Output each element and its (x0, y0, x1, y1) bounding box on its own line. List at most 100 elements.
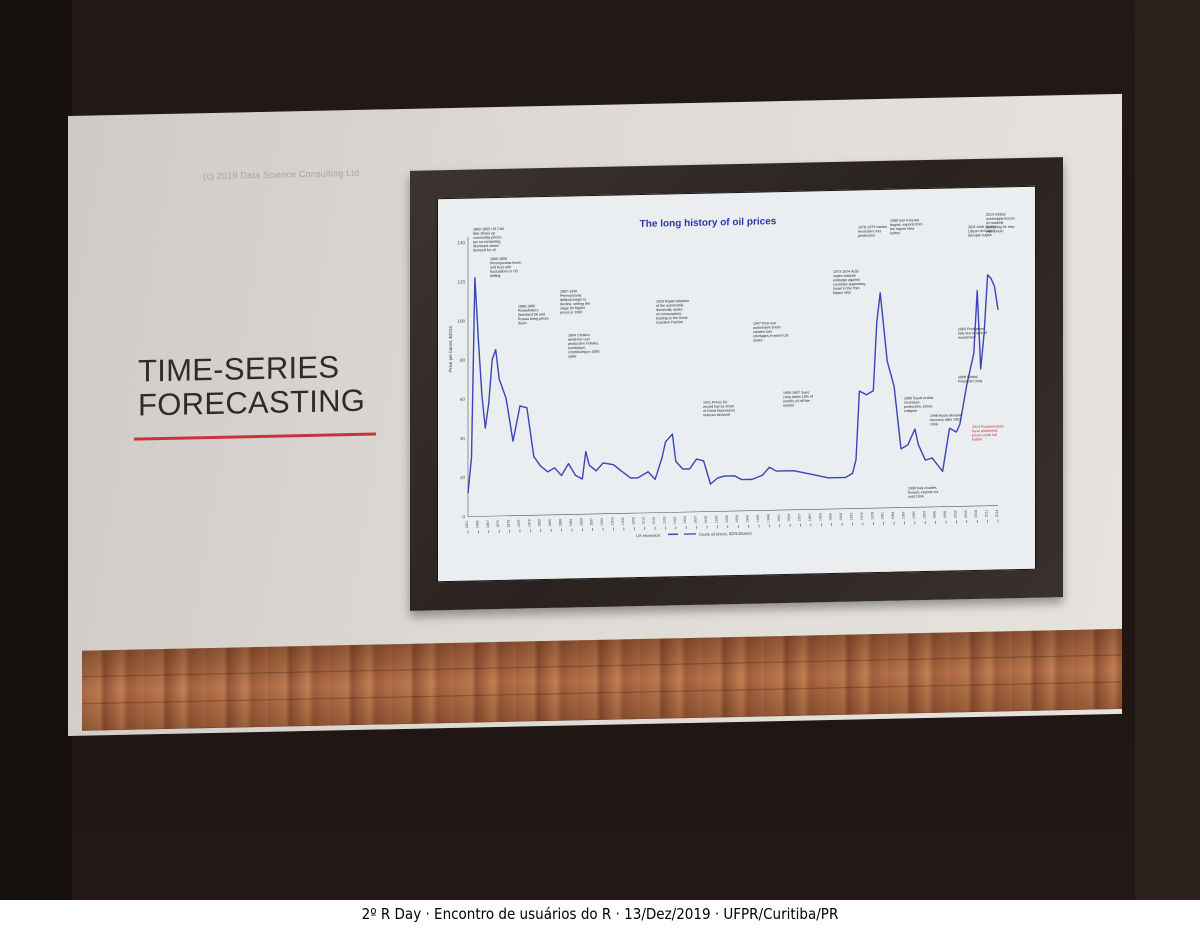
x-tick-label: 1969 (839, 513, 843, 521)
x-tick-label: 1915 (652, 517, 656, 525)
x-tick-label: 1951 (777, 514, 781, 522)
annotation-label: 1920 Rapid adoptionof the automobiledras… (656, 299, 689, 325)
y-axis-ticks: 0 20 40 60 80 100 120 140 (457, 240, 465, 519)
projection-screen: (c) 2019 Data Science Consulting Ltd TIM… (68, 93, 1122, 736)
slide-title: TIME-SERIES FORECASTING (138, 349, 398, 422)
x-tick-label: 1987 (901, 511, 905, 519)
x-tick-label: 1990 (912, 511, 916, 519)
annotation-label: 1897-1930Pennsylvaniadeflects begin tode… (560, 289, 590, 315)
x-axis-line (468, 505, 998, 517)
annotation-label: 1978-1979 Iranianrevolution cutsproducti… (858, 225, 887, 238)
x-tick-label: 1924 (683, 516, 687, 524)
room-left-wall (0, 0, 72, 900)
y-tick-label: 0 (462, 514, 465, 519)
x-tick-label: 1882 (538, 519, 542, 527)
x-tick-label: 1954 (787, 514, 791, 522)
x-tick-label: 2005 (964, 510, 968, 518)
picture-frame: The long history of oil prices Price per… (410, 157, 1063, 611)
y-tick-label: 20 (460, 475, 466, 480)
x-tick-label: 1897 (590, 518, 594, 526)
x-tick-label: 1936 (725, 515, 729, 523)
x-tick-label: 2008 (974, 510, 978, 518)
room-right-wall (1135, 0, 1200, 900)
x-tick-label: 1933 (714, 515, 718, 523)
photo-caption: 2º R Day · Encontro de usuários do R · 1… (0, 900, 1200, 928)
x-tick-label: 1900 (600, 518, 604, 526)
x-tick-label: 1912 (642, 517, 646, 525)
x-tick-label: 1993 (922, 511, 926, 519)
x-tick-label: 1867 (486, 520, 490, 528)
x-tick-label: 1939 (735, 515, 739, 523)
annotation-label: 1880-1900Rockefeller'sStandard Oil andRu… (518, 304, 549, 325)
annotation-label: 1973-1974 Arabstates instituteembargo ag… (833, 269, 865, 295)
x-tick-label: 1996 (933, 511, 937, 519)
x-tick-label: 1921 (673, 516, 677, 524)
x-tick-label: 1888 (559, 519, 563, 527)
y-tick-label: 100 (457, 318, 465, 323)
y-tick-label: 40 (460, 436, 466, 441)
annotation-label: 2014 Globaloversupply leavesoil marketss… (986, 212, 1015, 233)
x-tick-label: 1960 (808, 513, 812, 521)
x-tick-label: 1891 (569, 518, 573, 526)
series-line-crude-oil (467, 274, 999, 494)
x-tick-label: 1894 (579, 518, 583, 526)
x-tick-label: 2002 (953, 510, 957, 518)
annotation-label: 1931 Prices hitrecord low as onsetof Gre… (703, 400, 735, 417)
legend-label-oil: Crude oil prices, $2014/barrel (699, 531, 752, 537)
annotation-label: 2014 Fundamentalshave weakened;prices co… (972, 424, 1004, 441)
x-tick-label: 1981 (881, 512, 885, 520)
y-tick-label: 120 (457, 279, 465, 284)
y-tick-label: 140 (457, 240, 465, 245)
recession-markers (467, 519, 999, 534)
title-underline (134, 432, 376, 441)
x-tick-label: 1918 (662, 516, 666, 524)
x-tick-label: 1876 (517, 519, 521, 527)
x-tick-label: 1870 (496, 520, 500, 528)
annotation-label: 1862-1865 US CivilWar drives upcommodity… (473, 227, 504, 253)
y-tick-label: 80 (460, 358, 466, 363)
annotation-label: 1986 Saudi Arabiaincreasesproduction, pr… (904, 396, 933, 413)
annotation-label: 2003 Productionfalls due to lack ofinves… (958, 327, 987, 340)
x-tick-label: 1903 (610, 518, 614, 526)
x-tick-label: 1975 (860, 512, 864, 520)
x-tick-label: 1861 (465, 521, 469, 529)
x-tick-label: 1984 (891, 512, 895, 520)
annotation-layer: 1862-1865 US CivilWar drives upcommodity… (473, 212, 1015, 499)
chart-panel: The long history of oil prices Price per… (437, 185, 1036, 583)
x-tick-label: 2011 (985, 510, 989, 518)
x-tick-label: 1948 (766, 514, 770, 522)
x-tick-label: 1930 (704, 516, 708, 524)
annotation-label: 1865-1890Pennsylvania boomand bust withf… (490, 257, 521, 278)
x-tick-label: 1906 (621, 517, 625, 525)
chart-legend: US recession Crude oil prices, $2014/barr… (636, 531, 751, 538)
annotation-label: 1947 Post-warautomotive boomcreates fuel… (753, 321, 789, 343)
legend-label-recession: US recession (636, 533, 660, 538)
x-tick-label: 1999 (943, 511, 947, 519)
series-layer (467, 274, 999, 494)
wooden-floor (82, 628, 1122, 731)
x-tick-label: 1942 (746, 515, 750, 523)
x-tick-label: 1879 (527, 519, 531, 527)
annotation-label: 1998 Asian demandrecovery after 1997cris… (930, 413, 962, 426)
chart-axes (467, 236, 998, 517)
annotation-label: 1990 Iraq invadesKuwait; exports cutunti… (908, 486, 938, 499)
slide-copyright: (c) 2019 Data Science Consulting Ltd (203, 167, 360, 182)
slide-title-line2: FORECASTING (138, 382, 366, 423)
y-tick-label: 60 (460, 397, 466, 402)
x-axis-ticks: 1861 1864 1867 1870 1873 1876 1879 1882 1885 1888… (465, 509, 999, 528)
annotation-label: 1980 Iran-Iraq warbegins; exports fromth… (890, 218, 923, 235)
x-tick-label: 1957 (798, 514, 802, 522)
x-tick-label: 1945 (756, 514, 760, 522)
chart-title: The long history of oil prices (640, 216, 777, 230)
x-tick-label: 1972 (850, 513, 854, 521)
x-tick-label: 1909 (631, 517, 635, 525)
annotation-label: 2011 Arab Spring;Libyan civil wardisrupt… (968, 225, 997, 238)
x-tick-label: 2014 (995, 509, 999, 517)
x-tick-label: 1864 (475, 520, 479, 528)
y-axis-label: Price per barrel, $2014 (448, 326, 453, 372)
x-tick-label: 1966 (829, 513, 833, 521)
x-tick-label: 1927 (694, 516, 698, 524)
annotation-label: 2008 GlobalFinancial Crisis (958, 375, 983, 384)
annotation-label: 1894 Choleraepidemic cutsproduction in B… (568, 333, 600, 359)
x-tick-label: 1885 (548, 519, 552, 527)
